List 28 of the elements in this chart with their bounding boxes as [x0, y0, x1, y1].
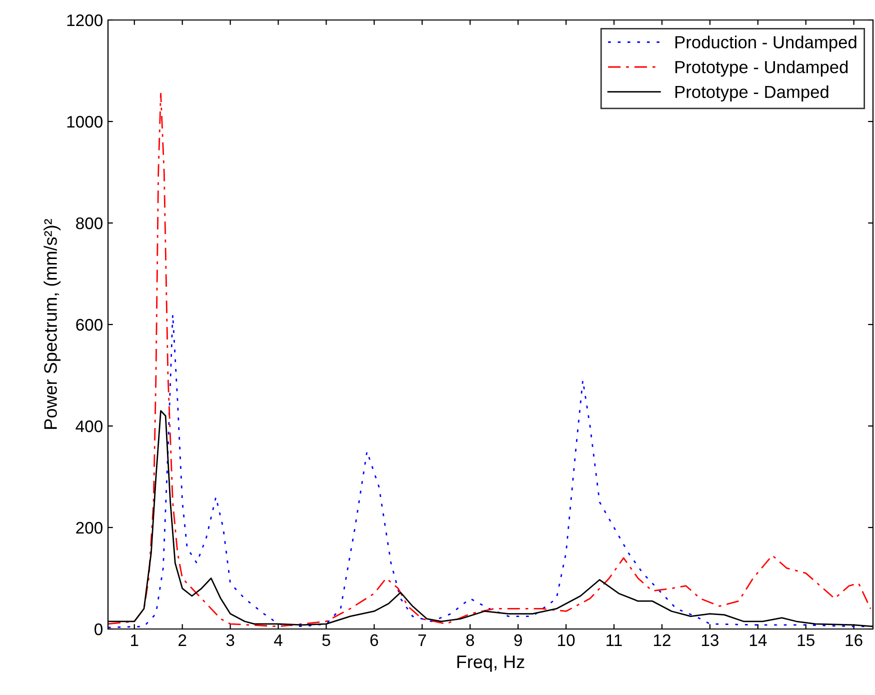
y-tick-label: 1200	[67, 14, 102, 26]
y-tick-label: 200	[76, 522, 102, 534]
legend-label: Prototype - Damped	[675, 85, 828, 102]
x-tick-label: 8	[466, 634, 474, 646]
x-tick-label: 15	[798, 634, 814, 646]
x-tick-label: 4	[274, 634, 282, 646]
x-tick-label: 7	[418, 634, 426, 646]
y-tick-label: 400	[76, 420, 102, 432]
x-tick-label: 16	[846, 634, 862, 646]
x-tick-label: 2	[178, 634, 186, 646]
y-axis-title: Power Spectrum, (mm/s²)²	[44, 219, 61, 429]
x-axis-title: Freq, Hz	[457, 656, 524, 672]
x-tick-label: 6	[370, 634, 378, 646]
y-tick-label: 600	[76, 318, 102, 331]
x-tick-label: 13	[702, 634, 718, 646]
y-tick-label: 800	[76, 217, 102, 230]
legend-label: Production - Undamped	[675, 36, 856, 52]
x-tick-label: 1	[131, 634, 138, 646]
x-tick-label: 3	[226, 634, 234, 646]
x-tick-label: 12	[654, 634, 670, 646]
y-tick-label: 0	[94, 623, 102, 636]
x-tick-label: 9	[514, 634, 522, 646]
legend-label: Prototype - Undamped	[675, 60, 848, 77]
x-tick-label: 10	[558, 634, 575, 646]
x-tick-label: 14	[750, 634, 767, 646]
x-tick-label: 11	[606, 634, 622, 646]
y-tick-label: 1000	[67, 116, 102, 128]
x-tick-label: 5	[322, 634, 330, 646]
